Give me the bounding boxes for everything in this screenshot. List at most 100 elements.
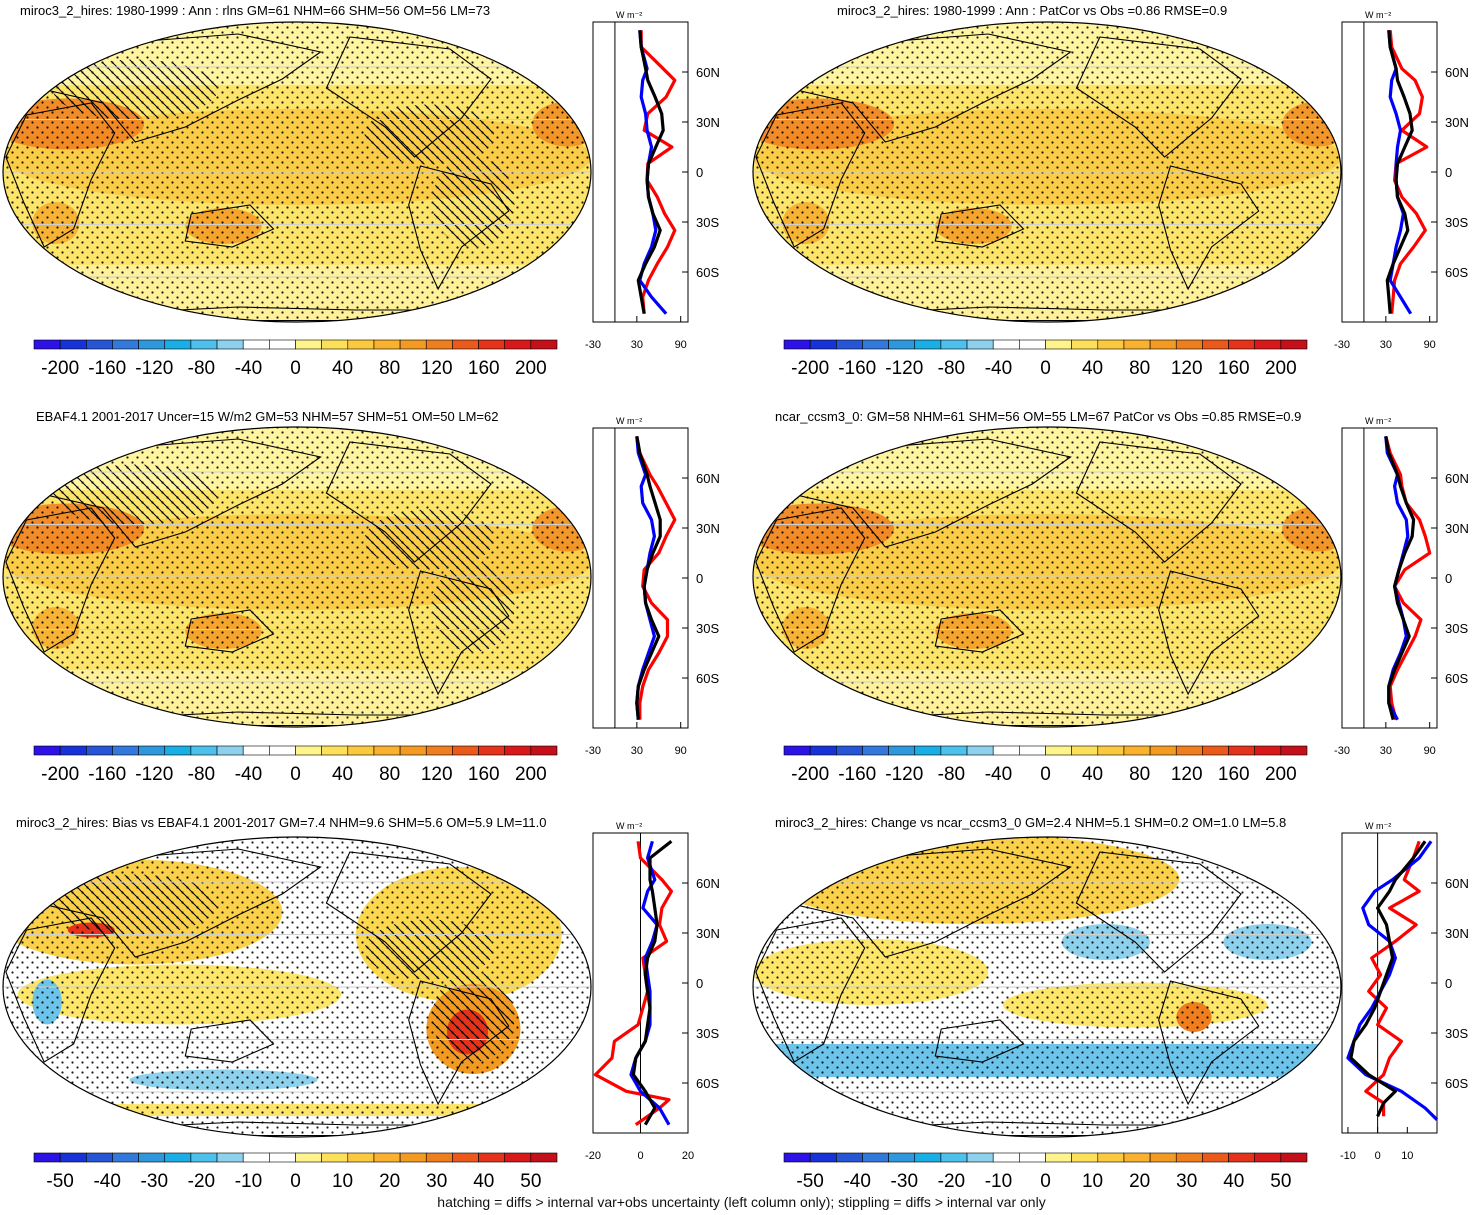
coastline	[184, 609, 275, 653]
colorbar-cell	[373, 339, 401, 350]
coastline	[325, 441, 492, 563]
colorbar-cell	[138, 745, 166, 756]
colorbar-tick-label: 20	[379, 1171, 400, 1192]
hatching	[52, 464, 218, 525]
profile-lat-tick-label: 30N	[1445, 926, 1469, 941]
map-border	[2, 836, 592, 1138]
colorbar-tick-label: -40	[235, 358, 262, 379]
colorbar-tick-label: -40	[985, 358, 1012, 379]
colorbar-cell	[504, 745, 532, 756]
colorbar-cell	[399, 745, 427, 756]
colorbar-cell	[862, 1152, 889, 1163]
panel-1: miroc3_2_hires: 1980-1999 : Ann : rlns G…	[2, 3, 720, 379]
colorbar-cell	[530, 745, 558, 756]
coastline	[792, 33, 1072, 143]
colorbar-tick-label: 120	[1171, 764, 1203, 785]
colorbar-tick-label: -80	[188, 358, 215, 379]
profile-series-line	[631, 840, 673, 1126]
profile-lat-tick-label: 60S	[696, 671, 719, 686]
colorbar-cell	[1280, 339, 1308, 350]
coastline	[792, 438, 1072, 548]
colorbar-cell	[1149, 339, 1177, 350]
panel-title: ncar_ccsm3_0: GM=58 NHM=61 SHM=56 OM=55 …	[775, 409, 1301, 424]
colorbar-cell	[112, 745, 139, 756]
colorbar-cell	[321, 745, 349, 756]
profile-lat-tick-label: 0	[1445, 571, 1452, 586]
profile-lat-tick-label: 30S	[696, 621, 719, 636]
panel-3: EBAF4.1 2001-2017 Uncer=15 W/m2 GM=53 NH…	[2, 409, 720, 785]
colorbar-cell	[1149, 1152, 1177, 1163]
panel-6: miroc3_2_hires: Change vs ncar_ccsm3_0 G…	[752, 815, 1469, 1192]
coastline	[42, 848, 322, 958]
colorbar-cell	[1228, 339, 1256, 350]
colorbar-cell	[1071, 339, 1099, 350]
colorbar-tick-label: -160	[88, 358, 126, 379]
profile-x-tick-label: -30	[585, 339, 601, 351]
colorbar-cell	[1202, 339, 1229, 350]
map-field	[753, 837, 1341, 1137]
profile-x-tick-label: 90	[1424, 745, 1436, 757]
colorbar-tick-label: 200	[515, 764, 547, 785]
coastline	[1075, 441, 1242, 563]
colorbar-tick-label: -10	[985, 1171, 1012, 1192]
colorbar-cell	[862, 339, 889, 350]
colorbar-cell	[190, 1152, 218, 1163]
colorbar-tick-label: 160	[468, 358, 500, 379]
coastline	[42, 33, 322, 143]
colorbar-cell	[1071, 745, 1099, 756]
coastline	[5, 507, 116, 653]
profile-series-line	[1384, 435, 1432, 721]
colorbar-cell	[295, 339, 322, 350]
profile-x-tick-label: 30	[631, 339, 643, 351]
profile-lat-tick-label: 0	[696, 571, 703, 586]
panel-title: miroc3_2_hires: Bias vs EBAF4.1 2001-201…	[16, 815, 547, 830]
colorbar-cell	[1019, 745, 1046, 756]
colorbar-cell	[164, 745, 192, 756]
coastline	[5, 102, 116, 248]
colorbar-cell	[504, 1152, 532, 1163]
colorbar-tick-label: 200	[1265, 358, 1297, 379]
profile-units: W m⁻²	[1365, 416, 1391, 426]
colorbar-cell	[425, 339, 453, 350]
panel-title: miroc3_2_hires: Change vs ncar_ccsm3_0 G…	[775, 815, 1286, 830]
colorbar-tick-label: 200	[515, 358, 547, 379]
map-border	[752, 426, 1342, 728]
profile-x-tick-label: 10	[1401, 1150, 1413, 1162]
colorbar-cell	[478, 745, 505, 756]
colorbar-tick-label: 40	[473, 1171, 494, 1192]
colorbar-cell	[164, 1152, 192, 1163]
colorbar-cell	[1097, 1152, 1125, 1163]
coastline	[934, 609, 1025, 653]
coastline	[408, 980, 510, 1106]
colorbar-tick-label: -30	[891, 1171, 918, 1192]
colorbar-cell	[425, 745, 453, 756]
colorbar-tick-label: 10	[1082, 1171, 1103, 1192]
colorbar-tick-label: 30	[426, 1171, 447, 1192]
colorbar-cell	[242, 745, 270, 756]
colorbar-cell	[269, 1152, 296, 1163]
colorbar-tick-label: -40	[93, 1171, 120, 1192]
colorbar-tick-label: 80	[1129, 358, 1150, 379]
colorbar-cell	[1280, 745, 1308, 756]
colorbar-cell	[33, 339, 61, 350]
profile-x-tick-label: -10	[1340, 1150, 1356, 1162]
profile-x-tick-label: -30	[1334, 745, 1350, 757]
colorbar-cell	[992, 745, 1020, 756]
colorbar-cell	[347, 339, 375, 350]
colorbar-tick-label: -120	[135, 764, 173, 785]
colorbar-cell	[835, 1152, 863, 1163]
coastline	[1158, 980, 1260, 1106]
profile-x-tick-label: 0	[1375, 1150, 1381, 1162]
profile-lat-tick-label: 30N	[696, 926, 720, 941]
profile-x-tick-label: 20	[682, 1150, 694, 1162]
profile-x-tick-label: 90	[675, 339, 687, 351]
profile-lat-tick-label: 30S	[696, 1026, 719, 1041]
colorbar-tick-label: -200	[791, 358, 829, 379]
coastline	[1158, 570, 1260, 696]
coastline	[792, 848, 1072, 958]
colorbar-cell	[1202, 1152, 1229, 1163]
coastline	[408, 165, 510, 291]
colorbar-cell	[914, 339, 942, 350]
colorbar-tick-label: -120	[885, 764, 923, 785]
colorbar-tick-label: 160	[468, 764, 500, 785]
